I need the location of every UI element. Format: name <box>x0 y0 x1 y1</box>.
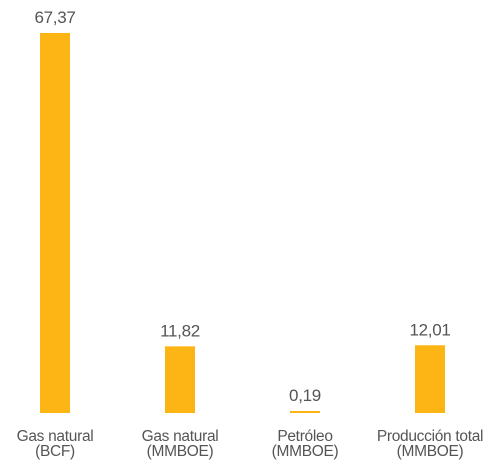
category-label-1-line-1: Gas natural <box>17 428 94 445</box>
value-label-1: 67,37 <box>34 8 75 27</box>
value-label-3: 0,19 <box>289 386 321 405</box>
bar-3 <box>290 411 320 413</box>
value-label-2: 11,82 <box>160 321 200 340</box>
bar-1 <box>40 33 70 413</box>
category-label-4-line-2: (MMBOE) <box>397 443 464 460</box>
bar-4 <box>415 345 445 413</box>
category-label-1-line-2: (BCF) <box>35 443 75 460</box>
category-label-2-line-1: Gas natural <box>142 428 219 445</box>
category-label-2-line-2: (MMBOE) <box>147 443 214 460</box>
category-label-3-line-1: Petróleo <box>277 428 332 445</box>
category-label-4-line-1: Producción total <box>377 428 483 445</box>
category-label-3-line-2: (MMBOE) <box>272 443 339 460</box>
value-label-4: 12,01 <box>409 320 450 339</box>
bar-2 <box>165 346 195 413</box>
